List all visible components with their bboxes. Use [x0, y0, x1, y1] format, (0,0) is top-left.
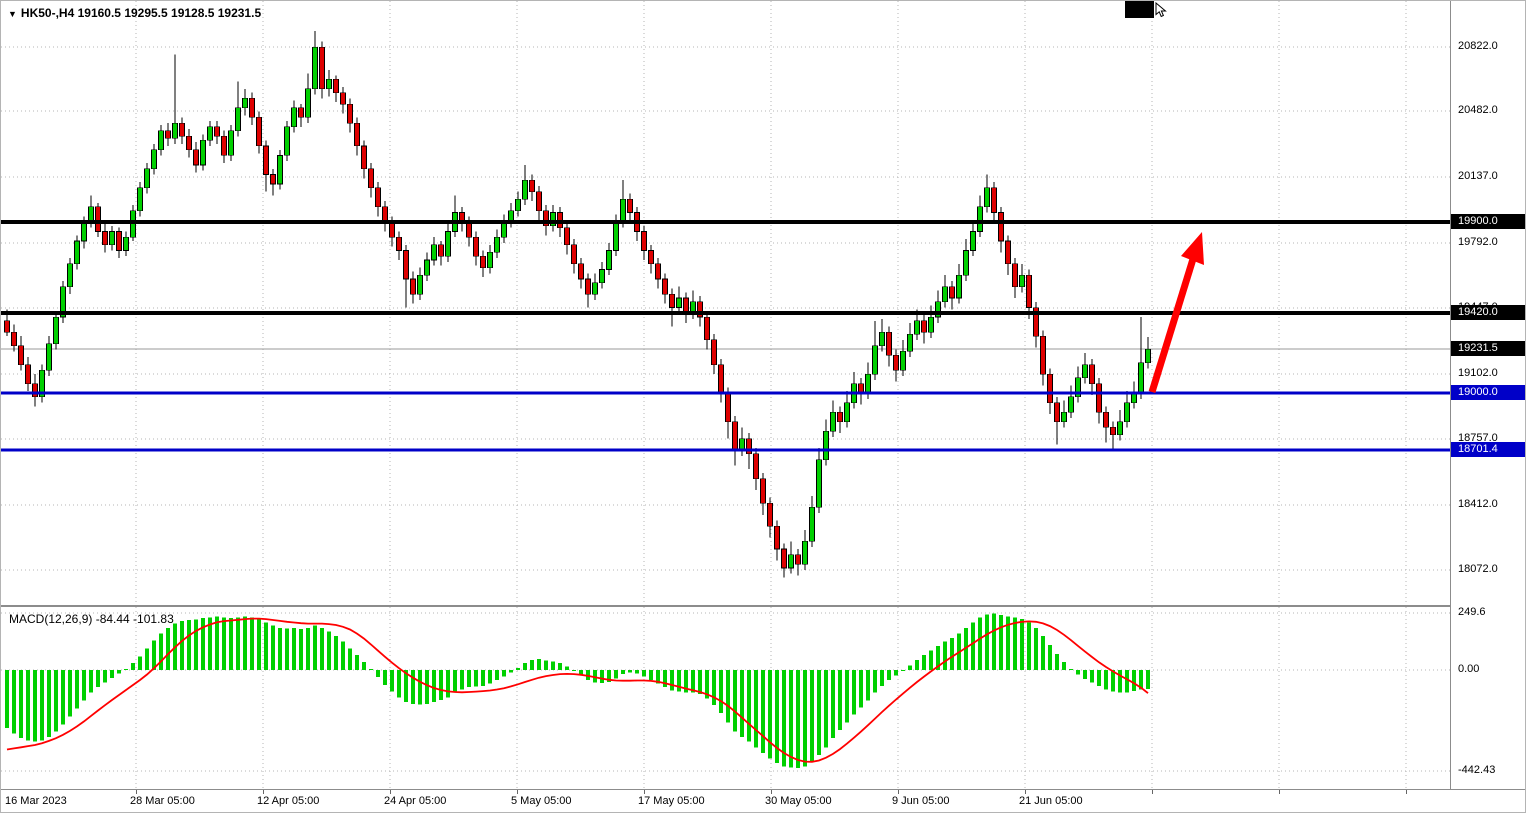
time-axis-label: 28 Mar 05:00 — [130, 795, 195, 807]
price-axis-tick: 18757.0 — [1458, 432, 1498, 445]
time-axis-label: 9 Jun 05:00 — [892, 795, 950, 807]
macd-grid — [1, 607, 1450, 789]
time-axis-tick — [136, 790, 137, 794]
price-marker-19900.0: 19900.0 — [1451, 214, 1525, 229]
time-axis-tick — [1406, 790, 1407, 794]
time-axis-label: 21 Jun 05:00 — [1019, 795, 1083, 807]
price-axis-tick: 20137.0 — [1458, 169, 1498, 182]
time-axis-tick — [1279, 790, 1280, 794]
macd-axis-tick: 249.6 — [1458, 606, 1486, 619]
price-axis-tick: 20822.0 — [1458, 39, 1498, 52]
price-axis-tick: 20482.0 — [1458, 104, 1498, 117]
macd-signal-line — [6, 617, 1149, 763]
macd-axis-tick: -442.43 — [1458, 763, 1496, 776]
time-axis-label: 24 Apr 05:00 — [384, 795, 447, 807]
price-scale[interactable]: 20822.020482.020137.019792.019447.019102… — [1450, 1, 1525, 789]
price-marker-19420.0: 19420.0 — [1451, 305, 1525, 321]
macd-histogram — [5, 613, 1150, 769]
panel-separator[interactable] — [1, 605, 1525, 607]
price-marker-19000.0: 19000.0 — [1451, 385, 1525, 401]
time-axis-tick — [1152, 790, 1153, 794]
chart-header: ▼ HK50-,H4 19160.5 19295.5 19128.5 19231.… — [8, 6, 261, 20]
grid — [1, 1, 1450, 605]
time-axis-tick — [771, 790, 772, 794]
time-axis[interactable]: 16 Mar 2023 28 Mar 05:00 12 Apr 05:00 24 Ap… — [1, 789, 1525, 812]
macd-indicator-label: MACD(12,26,9) -84.44 -101.83 — [9, 612, 174, 626]
mouse-cursor-icon — [1155, 2, 1167, 18]
price-marker-18701.4: 18701.4 — [1451, 441, 1525, 457]
time-axis-label: 17 May 05:00 — [638, 795, 705, 807]
top-right-black-box — [1125, 1, 1154, 18]
macd-chart[interactable] — [1, 607, 1450, 789]
time-axis-tick — [1025, 790, 1026, 794]
price-axis-tick: 18412.0 — [1458, 497, 1498, 510]
collapse-triangle-icon[interactable]: ▼ — [8, 9, 17, 19]
time-axis-label: 30 May 05:00 — [765, 795, 832, 807]
time-axis-label: 5 May 05:00 — [511, 795, 572, 807]
time-axis-label: 12 Apr 05:00 — [257, 795, 320, 807]
time-axis-tick — [390, 790, 391, 794]
time-axis-label: 16 Mar 2023 — [5, 795, 67, 807]
symbol-ohlc-label: HK50-,H4 19160.5 19295.5 19128.5 19231.5 — [20, 6, 262, 20]
time-axis-tick — [644, 790, 645, 794]
trend-arrow[interactable] — [1148, 232, 1204, 394]
candlestick-chart[interactable] — [1, 1, 1450, 605]
price-marker-19231.5: 19231.5 — [1451, 341, 1525, 357]
candles — [4, 30, 1151, 578]
time-axis-tick — [517, 790, 518, 794]
price-axis-tick: 19102.0 — [1458, 366, 1498, 379]
macd-axis-tick: 0.00 — [1458, 663, 1480, 675]
time-axis-tick — [263, 790, 264, 794]
price-axis-tick: 18072.0 — [1458, 562, 1498, 575]
time-axis-tick — [898, 790, 899, 794]
price-axis-tick: 19792.0 — [1458, 235, 1498, 248]
